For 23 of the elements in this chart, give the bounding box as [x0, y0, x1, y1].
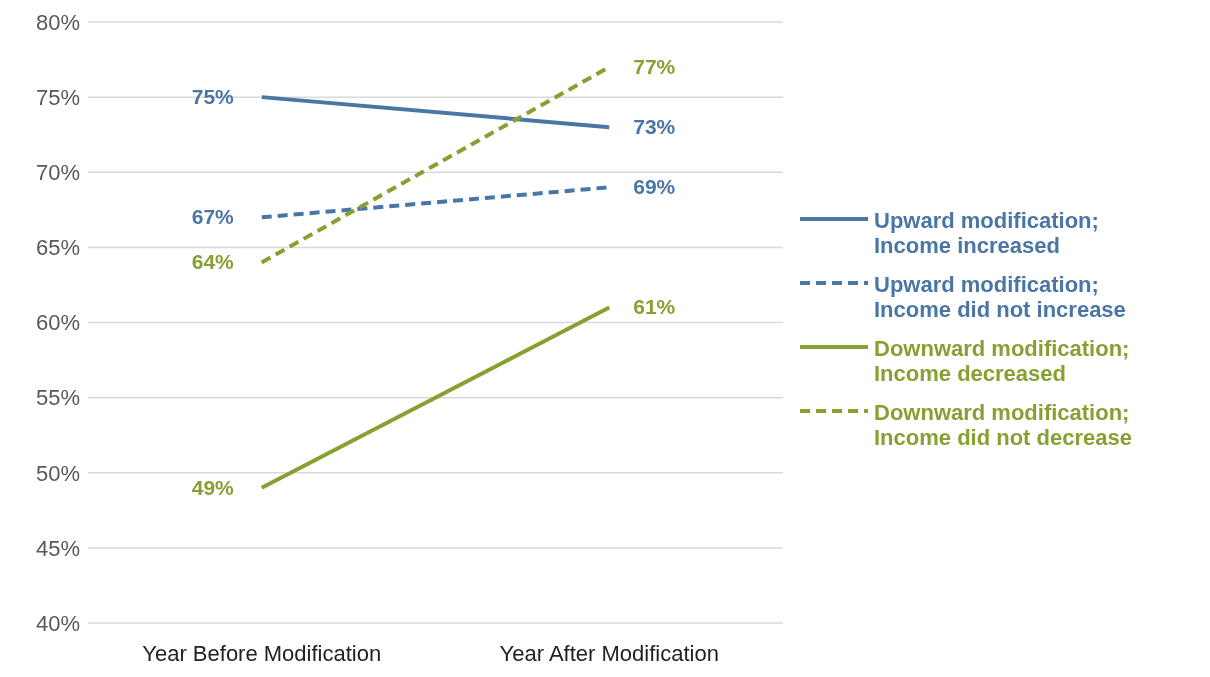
x-tick-label: Year Before Modification	[142, 640, 382, 666]
y-tick-label: 80%	[35, 9, 80, 35]
y-tick-label: 70%	[35, 160, 80, 186]
data-label: 64%	[191, 250, 235, 274]
y-tick-label: 40%	[35, 610, 80, 636]
data-label: 49%	[191, 475, 235, 499]
y-tick-label: 65%	[35, 235, 80, 261]
x-tick-label: Year After Modification	[499, 640, 719, 666]
data-label: 61%	[633, 295, 676, 319]
data-label: 75%	[191, 85, 235, 109]
y-tick-label: 55%	[35, 385, 80, 411]
data-label: 77%	[633, 55, 676, 79]
data-label: 69%	[633, 175, 676, 199]
y-tick-label: 45%	[35, 535, 80, 561]
legend-label: Downward modification; Income decreased	[874, 336, 1130, 386]
y-tick-label: 60%	[35, 310, 80, 336]
legend-label: Upward modification; Income did not increase	[874, 272, 1126, 322]
data-label: 67%	[191, 205, 235, 229]
y-tick-label: 50%	[35, 460, 80, 486]
legend-label: Downward modification; Income did not decrease	[874, 400, 1132, 450]
data-label: 73%	[633, 115, 676, 139]
legend-label: Upward modification; Income increased	[874, 208, 1099, 258]
y-tick-label: 75%	[35, 84, 80, 110]
